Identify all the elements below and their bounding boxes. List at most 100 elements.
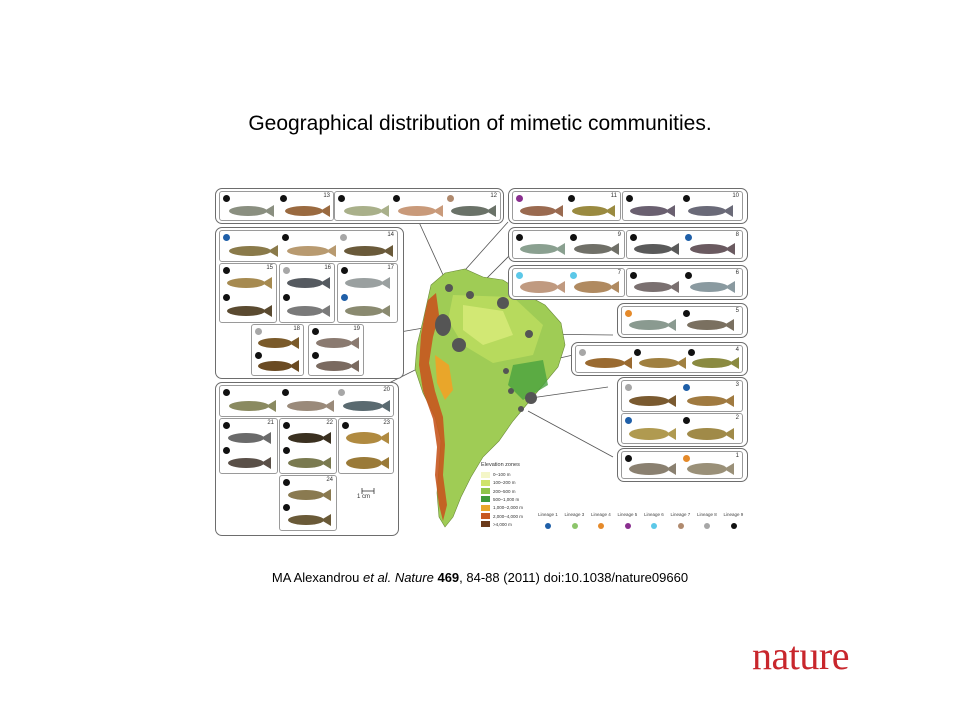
elevation-zone: 200–500 m [481, 488, 516, 495]
community-number: 16 [324, 265, 331, 271]
community-number: 24 [326, 477, 333, 483]
community-3: 3 [621, 380, 743, 412]
community-2: 2 [621, 413, 743, 444]
community-8: 8 [626, 230, 743, 259]
community-panel-5: 5 [617, 303, 748, 338]
lineage-label: Lineage 7 [670, 512, 691, 517]
lineage-dot [598, 523, 604, 529]
community-number: 6 [735, 270, 739, 276]
elevation-zone-label: 500–1,000 m [493, 496, 520, 502]
lineage-dot [312, 352, 319, 359]
fish-photo [690, 281, 735, 293]
fish-photo [574, 281, 619, 293]
lineage-dot [683, 384, 690, 391]
lineage-label: Lineage 4 [591, 512, 611, 517]
fish-photo [520, 205, 563, 217]
community-number: 13 [323, 193, 330, 199]
elevation-swatch [481, 471, 490, 478]
community-21: 21 [219, 418, 278, 474]
community-panel-4: 4 [571, 342, 748, 376]
community-number: 10 [732, 193, 739, 199]
community-15: 15 [219, 263, 277, 323]
fish-photo [287, 305, 330, 317]
lineage-dot [634, 349, 641, 356]
fish-photo [288, 514, 331, 526]
fish-photo [520, 281, 565, 293]
lineage-dot [571, 523, 578, 529]
elevation-swatch [481, 521, 490, 528]
fish-photo [287, 400, 334, 412]
community-number: 11 [610, 193, 617, 199]
scale-bar: 1 cm [357, 488, 375, 500]
lineage-label: Lineage 9 [723, 512, 744, 517]
fish-photo [346, 457, 389, 469]
community-12: 12 [334, 191, 501, 221]
fish-photo [574, 243, 619, 255]
elevation-zone: 0–100 m [481, 471, 511, 478]
lineage-dot [282, 389, 289, 396]
community-16: 16 [279, 263, 335, 323]
community-4: 4 [575, 345, 743, 373]
community-number: 4 [735, 347, 739, 353]
fish-photo [228, 457, 271, 469]
lineage-dot [683, 455, 690, 462]
lineage-dot [625, 310, 632, 317]
elevation-zone-label: 2,000–4,000 m [493, 513, 524, 519]
elevation-swatch [481, 504, 490, 511]
community-number: 22 [326, 420, 333, 426]
fish-photo [634, 281, 679, 293]
lineage-dot [730, 523, 737, 529]
community-number: 17 [387, 265, 394, 271]
citation-volume: 469 [437, 570, 460, 585]
lineage-dot [630, 272, 637, 279]
community-number: 21 [267, 420, 274, 426]
fish-photo [229, 205, 274, 217]
lineage-dot [651, 523, 657, 529]
fish-photo [572, 205, 615, 217]
fish-photo [227, 305, 272, 317]
fish-photo [316, 360, 359, 372]
lineage-dot [223, 422, 230, 429]
fish-photo [520, 243, 565, 255]
lineage-dot [223, 389, 230, 396]
fish-photo [229, 400, 276, 412]
lineage-dot [283, 447, 290, 454]
lineage-dot [579, 349, 586, 356]
lineage-dot [341, 294, 348, 301]
community-17: 17 [337, 263, 398, 323]
citation-etal: et al. [363, 570, 392, 585]
lineage-label: Lineage 3 [564, 512, 585, 517]
community-panel-9-8: 9 8 [508, 227, 748, 262]
scale-bar-line [361, 488, 375, 494]
community-18: 18 [251, 324, 304, 376]
community-number: 15 [266, 265, 273, 271]
elevation-zone: 1,000–2,000 m [481, 504, 523, 511]
lineage-dot [683, 417, 690, 424]
community-panel-13-12: 13 12 [215, 188, 504, 224]
community-23: 23 [338, 418, 394, 474]
community-number: 20 [383, 387, 390, 393]
community-number: 14 [387, 232, 394, 238]
fish-photo [288, 432, 331, 444]
community-number: 18 [293, 326, 300, 332]
fish-photo [287, 277, 330, 289]
fish-photo [288, 489, 331, 501]
community-13: 13 [219, 191, 334, 221]
fish-photo [687, 428, 734, 440]
lineage-dot [625, 417, 632, 424]
fish-photo [687, 319, 734, 331]
lineage-label: Lineage 1 [538, 512, 558, 517]
lineage-dot [342, 422, 349, 429]
lineage-dot [625, 455, 632, 462]
fish-photo [687, 463, 734, 475]
community-20: 20 [219, 385, 394, 417]
lineage-dot [282, 234, 289, 241]
lineage-dot [223, 267, 230, 274]
fish-photo [343, 400, 390, 412]
community-5: 5 [621, 306, 743, 335]
community-number: 23 [383, 420, 390, 426]
lineage-dot [255, 328, 262, 335]
fish-photo [288, 457, 331, 469]
elevation-swatch [481, 496, 490, 503]
figure: 13 12 14 15 [213, 185, 751, 537]
